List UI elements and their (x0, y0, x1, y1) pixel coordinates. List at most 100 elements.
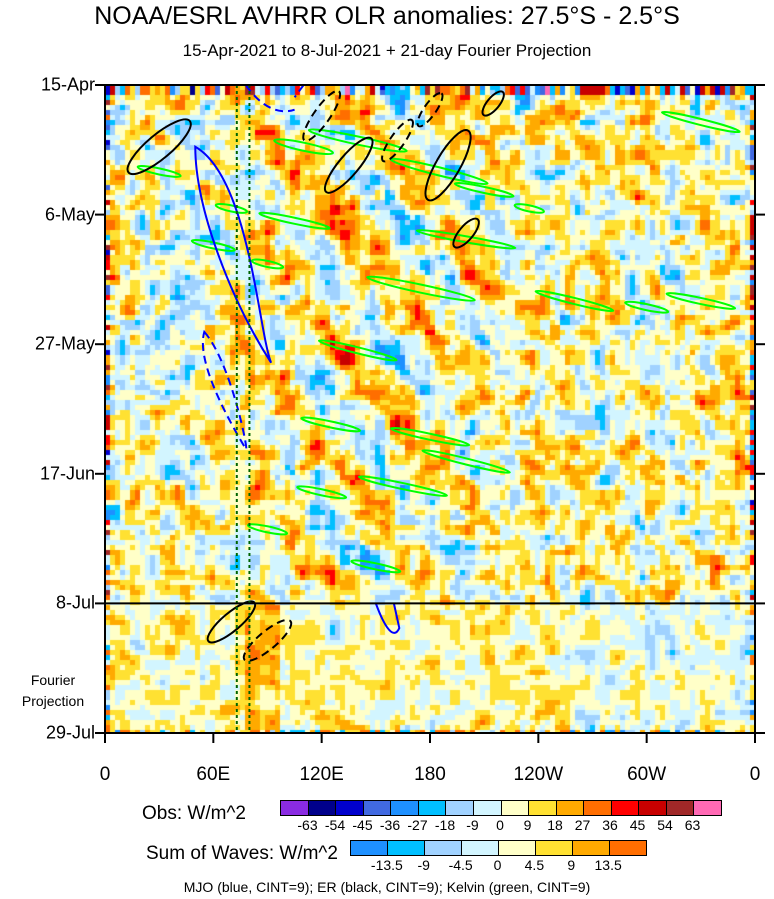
mjo-contour (245, 84, 305, 113)
kelvin-contour (389, 157, 489, 186)
er-contour (424, 129, 472, 202)
colorbar-swatch (666, 801, 695, 815)
kelvin-contour (665, 292, 737, 310)
kelvin-contour (317, 339, 398, 362)
colorbar-label: 63 (684, 817, 701, 833)
colorbar-swatch (529, 801, 557, 815)
kelvin-contour (350, 559, 402, 574)
kelvin-contour (624, 300, 670, 314)
colorbar-swatch (462, 841, 499, 855)
colorbar-swatch (536, 841, 573, 855)
kelvin-contour (421, 449, 511, 474)
colorbar-label: 13.5 (594, 857, 622, 873)
obs-colorbar (280, 800, 722, 816)
colorbar-swatch (391, 801, 419, 815)
colorbar-swatch (425, 841, 462, 855)
mjo-contour (201, 329, 248, 451)
colorbar-swatch (418, 801, 447, 815)
colorbar-swatch (473, 801, 502, 815)
colorbar-swatch (281, 801, 309, 815)
er-contour (381, 118, 414, 163)
kelvin-contour (513, 203, 545, 214)
projection-label-line1: Fourier (30, 672, 76, 688)
kelvin-contour (136, 164, 182, 178)
colorbar-label: 4.5 (524, 857, 545, 873)
er-contour (416, 91, 444, 128)
colorbar-label: 9 (523, 817, 532, 833)
figure-subtitle: 15-Apr-2021 to 8-Jul-2021 + 21-day Fouri… (182, 41, 592, 60)
colorbar-label: -18 (434, 817, 456, 833)
x-tick-label: 120E (299, 764, 344, 785)
mjo-contour (374, 603, 401, 634)
colorbar-swatch (610, 841, 646, 855)
colorbar-swatch (363, 801, 392, 815)
colorbar-swatch (446, 801, 474, 815)
colorbar-swatch (639, 801, 667, 815)
colorbar-label: -13.5 (370, 857, 403, 873)
kelvin-contour (296, 485, 348, 500)
y-tick-label: 17-Jun (39, 463, 95, 484)
colorbar-swatch (351, 841, 388, 855)
colorbar-label: 18 (547, 817, 563, 833)
colorbar-label: 0 (493, 857, 502, 873)
colorbar-swatch (573, 841, 610, 855)
x-tick-label: 0 (99, 764, 111, 785)
mjo-contour (194, 144, 273, 364)
er-contour (452, 217, 480, 249)
figure-title: NOAA/ESRL AVHRR OLR anomalies: 27.5°S - … (94, 2, 680, 30)
plot-frame (104, 84, 756, 734)
kelvin-contour (300, 416, 362, 433)
kelvin-contour (214, 202, 249, 214)
waves-colorbar (350, 840, 647, 856)
colorbar-label: -4.5 (448, 857, 473, 873)
kelvin-contour (246, 523, 289, 536)
colorbar-label: -27 (407, 817, 428, 833)
colorbar-label: 9 (567, 857, 576, 873)
y-tick-label: 27-May (34, 333, 95, 354)
kelvin-contour (661, 110, 741, 134)
colorbar-swatch (694, 801, 721, 815)
obs-colorbar-title: Obs: W/m^2 (142, 803, 246, 824)
er-contour (302, 89, 342, 142)
colorbar-label: -36 (379, 817, 401, 833)
er-contour (323, 136, 374, 194)
er-contour (242, 618, 293, 662)
colorbar-label: -63 (297, 817, 318, 833)
kelvin-contour (366, 275, 476, 302)
y-tick-label: 6-May (44, 204, 95, 225)
colorbar-swatch (499, 841, 536, 855)
colorbar-swatch (611, 801, 640, 815)
kelvin-contour (415, 229, 517, 250)
x-tick-label: 60E (196, 764, 231, 785)
colorbar-swatch (336, 801, 364, 815)
colorbar-label: 36 (602, 817, 618, 833)
x-tick-label: 180 (414, 764, 446, 785)
colorbar-label: 54 (657, 817, 673, 833)
colorbar-swatch (388, 841, 425, 855)
olr-anomaly-field (105, 85, 755, 733)
x-tick-label: 120W (513, 764, 564, 785)
er-contour (126, 118, 192, 176)
colorbar-swatch (556, 801, 585, 815)
colorbar-label: -54 (324, 817, 346, 833)
fourier-projection-label: Fourier Projection (8, 670, 98, 712)
colorbar-swatch (308, 801, 337, 815)
x-tick-label: 60W (627, 764, 667, 785)
waves-colorbar-title: Sum of Waves: W/m^2 (146, 843, 338, 864)
colorbar-label: 0 (496, 817, 504, 833)
kelvin-contour (389, 426, 471, 447)
kelvin-contour (357, 475, 448, 497)
colorbar-swatch (501, 801, 530, 815)
kelvin-contour (273, 138, 334, 156)
kelvin-contour (453, 182, 515, 198)
y-tick-label: 8-Jul (55, 592, 95, 613)
kelvin-contour (534, 289, 615, 313)
colorbar-label: 45 (629, 817, 646, 833)
kelvin-contour (307, 128, 408, 153)
kelvin-contour (250, 258, 285, 270)
y-tick-label: 15-Apr (40, 74, 95, 95)
x-tick-label: 0 (749, 764, 761, 785)
y-tick-label: 29-Jul (45, 722, 95, 743)
